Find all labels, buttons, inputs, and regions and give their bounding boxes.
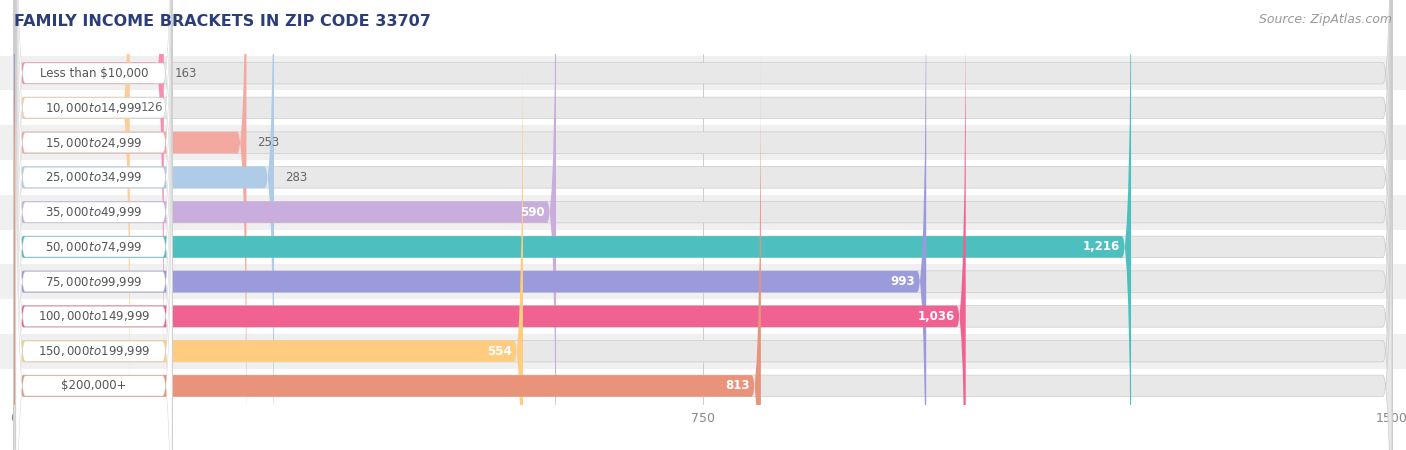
Bar <box>0 160 1406 195</box>
Text: 813: 813 <box>725 379 749 392</box>
FancyBboxPatch shape <box>14 0 555 450</box>
FancyBboxPatch shape <box>15 0 172 450</box>
FancyBboxPatch shape <box>14 14 1392 450</box>
Text: $25,000 to $34,999: $25,000 to $34,999 <box>45 171 142 184</box>
Text: $200,000+: $200,000+ <box>62 379 127 392</box>
Text: $150,000 to $199,999: $150,000 to $199,999 <box>38 344 150 358</box>
Text: Less than $10,000: Less than $10,000 <box>39 67 148 80</box>
Text: $10,000 to $14,999: $10,000 to $14,999 <box>45 101 142 115</box>
FancyBboxPatch shape <box>14 0 246 450</box>
FancyBboxPatch shape <box>15 0 172 450</box>
Bar <box>0 195 1406 230</box>
Text: $15,000 to $24,999: $15,000 to $24,999 <box>45 135 142 149</box>
Text: 993: 993 <box>890 275 915 288</box>
Text: 1,036: 1,036 <box>918 310 955 323</box>
FancyBboxPatch shape <box>14 0 1392 410</box>
Text: $100,000 to $149,999: $100,000 to $149,999 <box>38 310 150 324</box>
FancyBboxPatch shape <box>15 0 172 410</box>
Text: $50,000 to $74,999: $50,000 to $74,999 <box>45 240 142 254</box>
Bar <box>0 230 1406 264</box>
FancyBboxPatch shape <box>15 0 172 450</box>
Text: 1,216: 1,216 <box>1083 240 1121 253</box>
FancyBboxPatch shape <box>14 0 274 450</box>
Text: 163: 163 <box>174 67 197 80</box>
Text: 253: 253 <box>257 136 280 149</box>
FancyBboxPatch shape <box>14 0 1392 450</box>
FancyBboxPatch shape <box>15 0 172 446</box>
Bar <box>0 369 1406 403</box>
FancyBboxPatch shape <box>15 0 172 450</box>
FancyBboxPatch shape <box>14 0 1130 450</box>
FancyBboxPatch shape <box>14 0 163 410</box>
Text: 554: 554 <box>488 345 512 358</box>
FancyBboxPatch shape <box>14 0 927 450</box>
FancyBboxPatch shape <box>15 49 172 450</box>
FancyBboxPatch shape <box>14 49 761 450</box>
Bar <box>0 334 1406 369</box>
Text: 126: 126 <box>141 101 163 114</box>
FancyBboxPatch shape <box>14 0 1392 450</box>
Text: 590: 590 <box>520 206 546 219</box>
Text: $35,000 to $49,999: $35,000 to $49,999 <box>45 205 142 219</box>
FancyBboxPatch shape <box>14 14 523 450</box>
Bar <box>0 90 1406 125</box>
Text: FAMILY INCOME BRACKETS IN ZIP CODE 33707: FAMILY INCOME BRACKETS IN ZIP CODE 33707 <box>14 14 430 28</box>
FancyBboxPatch shape <box>14 0 966 450</box>
FancyBboxPatch shape <box>15 0 172 450</box>
Bar <box>0 125 1406 160</box>
FancyBboxPatch shape <box>14 0 1392 445</box>
FancyBboxPatch shape <box>14 0 1392 450</box>
FancyBboxPatch shape <box>14 0 1392 450</box>
FancyBboxPatch shape <box>15 0 172 450</box>
Bar <box>0 299 1406 334</box>
FancyBboxPatch shape <box>14 0 1392 450</box>
FancyBboxPatch shape <box>15 14 172 450</box>
Bar <box>0 264 1406 299</box>
FancyBboxPatch shape <box>14 0 1392 450</box>
FancyBboxPatch shape <box>14 49 1392 450</box>
Text: Source: ZipAtlas.com: Source: ZipAtlas.com <box>1258 14 1392 27</box>
Text: $75,000 to $99,999: $75,000 to $99,999 <box>45 274 142 288</box>
Bar <box>0 56 1406 90</box>
FancyBboxPatch shape <box>14 0 129 445</box>
Text: 283: 283 <box>285 171 308 184</box>
